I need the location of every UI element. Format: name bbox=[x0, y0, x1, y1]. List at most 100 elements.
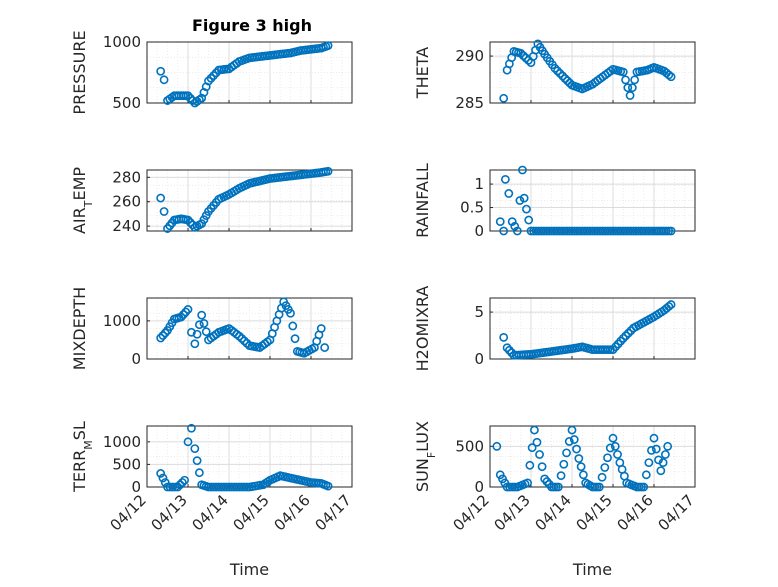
data-point bbox=[639, 482, 649, 492]
y-axis-label: THETA bbox=[413, 47, 432, 99]
y-axis-label: SUNFLUX bbox=[413, 421, 438, 492]
x-tick-label: 04/12 bbox=[107, 491, 150, 534]
data-point bbox=[618, 333, 628, 343]
x-tick-label: 04/13 bbox=[148, 491, 191, 534]
x-axis-label: Time bbox=[572, 560, 612, 579]
data-point bbox=[173, 482, 183, 492]
data-point bbox=[316, 324, 326, 333]
data-point bbox=[644, 458, 654, 467]
data-point bbox=[158, 331, 168, 340]
data-point bbox=[237, 334, 247, 343]
y-tick-label: 0 bbox=[131, 478, 141, 496]
data-point bbox=[323, 41, 333, 51]
data-point bbox=[578, 470, 588, 480]
y-tick-label: 1 bbox=[474, 175, 484, 193]
y-tick-label: 5 bbox=[474, 303, 484, 321]
data-point bbox=[239, 336, 249, 346]
data-point bbox=[323, 481, 333, 491]
data-point bbox=[510, 482, 520, 492]
data-point bbox=[550, 63, 560, 73]
axes-box bbox=[146, 169, 353, 232]
data-point bbox=[535, 450, 544, 459]
data-point bbox=[175, 480, 185, 490]
data-point bbox=[560, 74, 570, 83]
data-point bbox=[527, 443, 537, 453]
data-point bbox=[168, 482, 178, 492]
y-tick-label: 260 bbox=[112, 193, 141, 211]
x-tick-label: 04/14 bbox=[189, 491, 232, 534]
y-axis-label: MIXDEPTH bbox=[70, 287, 89, 370]
data-point bbox=[183, 437, 193, 447]
data-point bbox=[192, 329, 202, 339]
y-axis-label: PRESSURE bbox=[70, 30, 89, 114]
y-tick-label: 0 bbox=[474, 222, 484, 240]
figure-title: Figure 3 high bbox=[192, 16, 312, 35]
data-point bbox=[190, 339, 200, 349]
y-axis-label: RAINFALL bbox=[413, 163, 432, 238]
x-axis-label: Time bbox=[229, 560, 269, 579]
data-point bbox=[495, 217, 505, 227]
data-point bbox=[537, 462, 547, 472]
data-point bbox=[563, 76, 572, 86]
data-point bbox=[524, 215, 534, 225]
data-point bbox=[512, 226, 522, 236]
data-point bbox=[553, 482, 563, 492]
data-point bbox=[499, 93, 509, 103]
data-point bbox=[156, 333, 166, 343]
data-point bbox=[234, 331, 244, 341]
data-point bbox=[569, 435, 579, 444]
data-point bbox=[286, 308, 295, 318]
data-point bbox=[194, 320, 204, 330]
data-point bbox=[562, 448, 571, 458]
y-tick-label: 1000 bbox=[103, 312, 141, 330]
data-point bbox=[530, 425, 539, 435]
y-tick-label: 285 bbox=[455, 94, 484, 112]
data-point bbox=[190, 444, 200, 453]
data-point bbox=[522, 204, 531, 214]
y-axis-label: TERRMSL bbox=[70, 421, 95, 493]
y-tick-label: 500 bbox=[112, 94, 141, 112]
data-point bbox=[608, 433, 618, 443]
data-point bbox=[504, 189, 514, 198]
y-tick-label: 0 bbox=[131, 350, 141, 368]
data-point bbox=[160, 478, 170, 487]
data-point bbox=[656, 466, 666, 476]
panel-8: 500 0 SUNFLUX 04/1204/1304/1404/1504/1604/1… bbox=[413, 421, 698, 579]
data-point bbox=[664, 70, 674, 80]
data-point bbox=[564, 437, 574, 446]
axes-box bbox=[146, 425, 353, 488]
data-point bbox=[600, 463, 610, 472]
x-tick-label: 04/15 bbox=[230, 491, 273, 534]
data-point bbox=[610, 441, 620, 451]
data-point bbox=[183, 91, 193, 101]
y-tick-label: 0 bbox=[474, 350, 484, 368]
x-tick-label: 04/17 bbox=[655, 491, 698, 534]
data-point bbox=[159, 207, 169, 216]
data-point bbox=[510, 221, 520, 231]
data-point bbox=[185, 218, 195, 227]
y-tick-label: 0.5 bbox=[460, 199, 484, 217]
y-axis-label: H2OMIXRA bbox=[413, 286, 432, 372]
y-tick-label: 1000 bbox=[103, 433, 141, 451]
axes-box bbox=[489, 297, 696, 360]
data-point bbox=[523, 478, 532, 488]
data-point bbox=[288, 321, 298, 331]
data-point bbox=[323, 166, 333, 176]
data-point bbox=[201, 327, 211, 337]
data-point bbox=[649, 433, 659, 443]
y-tick-label: 240 bbox=[112, 217, 141, 235]
data-point bbox=[613, 450, 622, 459]
data-point bbox=[500, 174, 510, 184]
data-point bbox=[159, 75, 169, 85]
data-point bbox=[664, 302, 674, 311]
data-point bbox=[623, 328, 633, 338]
data-point bbox=[555, 69, 565, 78]
x-tick-label: 04/16 bbox=[271, 491, 314, 534]
data-point bbox=[518, 51, 528, 61]
data-point bbox=[576, 462, 586, 472]
y-tick-label: 290 bbox=[455, 47, 484, 65]
y-tick-label: 280 bbox=[112, 168, 141, 186]
y-tick-label: 1000 bbox=[103, 33, 141, 51]
panel-3: 280 260 240 AIRTEMP bbox=[70, 166, 353, 235]
